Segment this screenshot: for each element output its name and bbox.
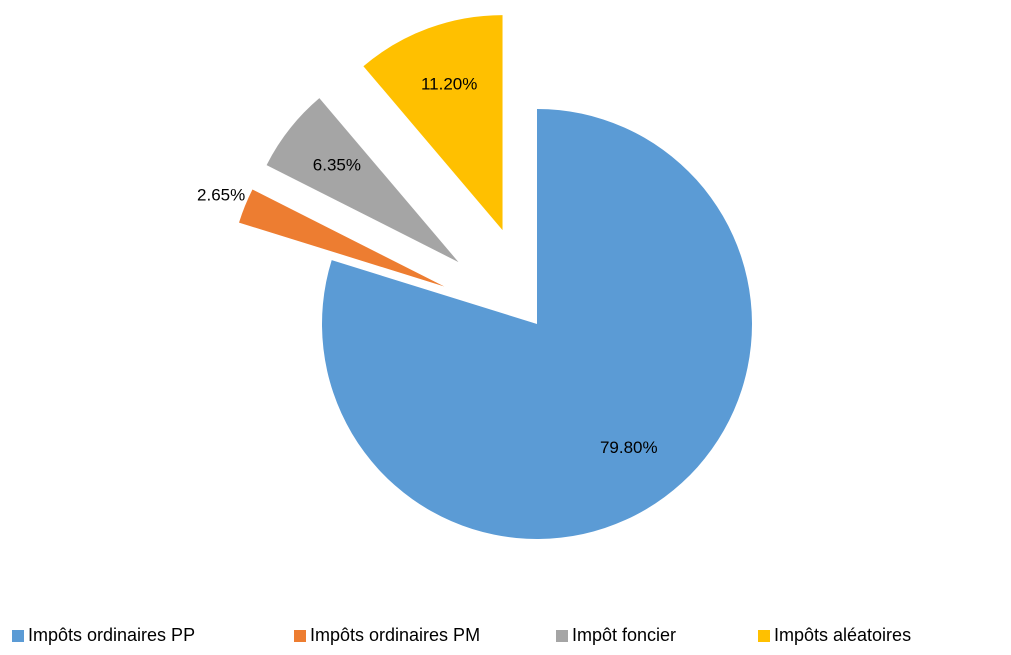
legend-label: Impôts ordinaires PP (28, 625, 195, 645)
legend-swatch (12, 630, 24, 642)
pie-slice (363, 15, 503, 231)
pie-slice (321, 109, 752, 539)
legend-label: Impôt foncier (572, 625, 676, 645)
data-label: 6.35% (313, 156, 361, 175)
pie-slice (239, 189, 445, 287)
pie-slice (266, 98, 459, 263)
data-label: 79.80% (600, 438, 658, 457)
legend-swatch (294, 630, 306, 642)
legend-swatch (556, 630, 568, 642)
data-label: 11.20% (421, 74, 477, 93)
legend-label: Impôts aléatoires (774, 625, 911, 645)
legend-swatch (758, 630, 770, 642)
legend-label: Impôts ordinaires PM (310, 625, 480, 645)
data-label: 2.65% (197, 186, 245, 205)
